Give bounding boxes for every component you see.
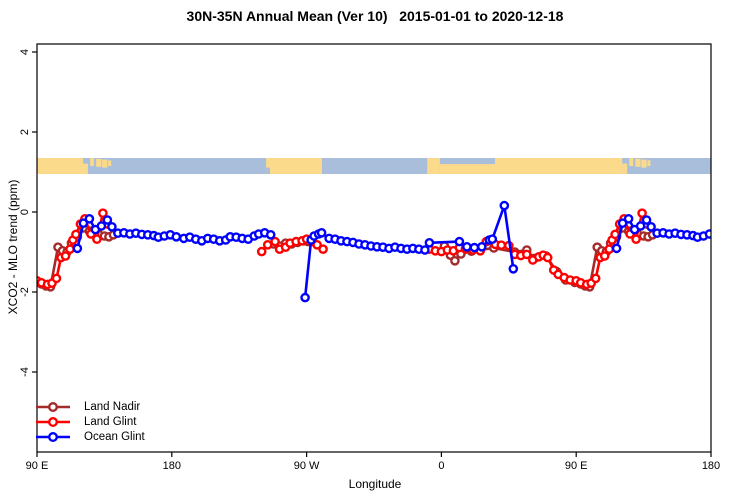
data-point	[256, 246, 267, 257]
data-point	[623, 213, 634, 224]
data-point	[318, 244, 328, 254]
data-point	[476, 241, 487, 252]
map-land-patch	[102, 159, 108, 168]
data-point	[51, 273, 62, 284]
data-point	[60, 251, 71, 261]
y-tick-label: -2	[19, 287, 31, 297]
data-point	[72, 243, 83, 254]
data-point	[637, 208, 647, 218]
map-land-patch	[495, 158, 623, 174]
legend-label: Land Nadir	[84, 400, 141, 413]
map-land-patch	[90, 158, 94, 166]
map-land-patch	[439, 164, 496, 174]
data-point	[98, 208, 108, 218]
data-point	[590, 273, 601, 284]
land-nadir-swatch-icon	[36, 401, 70, 412]
world-map-strip	[37, 158, 711, 174]
data-point	[424, 237, 435, 248]
x-tick-label: 180	[163, 460, 181, 472]
data-point	[542, 252, 553, 263]
data-point	[171, 231, 182, 242]
x-tick-label: 90 W	[294, 460, 320, 472]
legend-item-ocean-glint: Ocean Glint	[36, 429, 145, 444]
map-land-patch	[108, 160, 112, 166]
data-point	[316, 227, 327, 238]
data-point	[462, 241, 472, 252]
data-point	[487, 234, 498, 244]
legend: Land Nadir Land Glint Ocean Glint	[36, 399, 145, 444]
axes: 90 E 180 90 W 0 90 E 180 -4 -2 0 2 4	[19, 43, 720, 472]
series-land-glint	[37, 208, 652, 290]
data-point	[92, 234, 102, 244]
data-point	[102, 215, 113, 225]
y-tick-label: 0	[19, 209, 31, 215]
data-point	[631, 234, 641, 244]
legend-label: Ocean Glint	[84, 430, 145, 443]
data-point	[454, 236, 465, 247]
plot-border	[36, 43, 712, 453]
x-tick-label: 0	[438, 460, 444, 472]
series-ocean-glint	[72, 200, 711, 303]
data-point	[65, 244, 75, 254]
y-tick-label: -4	[19, 367, 31, 377]
map-land-patch	[629, 158, 634, 166]
map-land-patch	[647, 160, 651, 166]
data-point	[635, 221, 646, 231]
data-point	[265, 229, 276, 240]
map-land-patch	[37, 158, 83, 174]
x-tick-label: 90 E	[565, 460, 588, 472]
legend-item-land-nadir: Land Nadir	[36, 399, 145, 414]
map-land-patch	[266, 158, 323, 174]
plot-inner	[37, 158, 711, 303]
data-point	[499, 200, 510, 211]
data-point	[262, 239, 273, 250]
data-point	[611, 243, 622, 254]
x-tick-label: 180	[702, 460, 720, 472]
y-tick-label: 2	[19, 129, 31, 135]
data-point	[469, 242, 480, 253]
data-point	[270, 236, 280, 247]
map-land-patch	[641, 159, 647, 168]
data-point	[96, 221, 107, 231]
data-point	[78, 218, 89, 228]
data-point	[71, 229, 81, 240]
data-point	[641, 215, 652, 225]
map-ocean-patch	[266, 167, 270, 174]
data-point	[522, 249, 532, 260]
legend-label: Land Glint	[84, 415, 137, 428]
data-point	[704, 229, 711, 239]
data-point	[610, 229, 620, 240]
x-axis-label: Longitude	[348, 477, 402, 491]
map-land-patch	[635, 158, 641, 167]
data-point	[450, 255, 460, 266]
data-point	[617, 218, 628, 228]
data-point	[604, 244, 615, 254]
data-point	[508, 263, 519, 274]
y-tick-label: 4	[19, 49, 31, 55]
data-point	[420, 245, 430, 255]
data-point	[312, 239, 322, 250]
data-point	[599, 251, 610, 261]
map-land-patch	[427, 158, 440, 174]
data-point	[84, 213, 95, 224]
map-land-patch	[96, 158, 102, 167]
x-tick-label: 90 E	[26, 460, 49, 472]
map-land-patch	[82, 163, 88, 174]
ocean-glint-swatch-icon	[36, 431, 70, 442]
data-point	[496, 240, 507, 250]
data-point	[107, 221, 117, 232]
land-glint-swatch-icon	[36, 416, 70, 427]
data-point	[646, 221, 656, 232]
legend-item-land-glint: Land Glint	[36, 414, 145, 429]
chart-title: 30N-35N Annual Mean (Ver 10) 2015-01-01 …	[186, 8, 564, 24]
map-land-patch	[622, 163, 628, 174]
data-point	[300, 292, 310, 303]
